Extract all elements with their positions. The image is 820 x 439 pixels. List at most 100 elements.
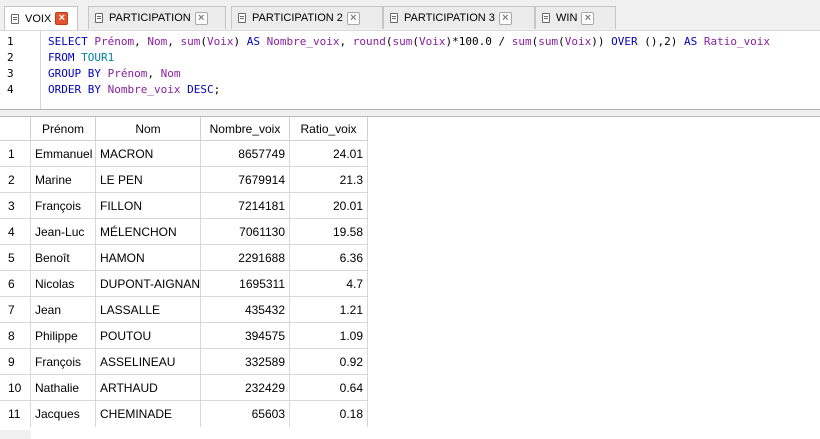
table-row[interactable]: 2 Marine LE PEN 7679914 21.3 [0,167,368,193]
table-row[interactable]: 3 François FILLON 7214181 20.01 [0,193,368,219]
cell-nombre-voix[interactable]: 7061130 [201,219,290,245]
cell-ratio-voix[interactable]: 0.18 [290,401,368,427]
row-number-cell[interactable]: 2 [0,167,31,193]
cell-prenom[interactable]: Marine [31,167,96,193]
cell-nombre-voix[interactable]: 65603 [201,401,290,427]
code-token: ORDER BY [48,83,101,96]
column-header-nom[interactable]: Nom [96,117,201,141]
table-row[interactable]: 7 Jean LASSALLE 435432 1.21 [0,297,368,323]
cell-ratio-voix[interactable]: 0.92 [290,349,368,375]
cell-prenom[interactable]: Nicolas [31,271,96,297]
cell-prenom[interactable]: Jean-Luc [31,219,96,245]
row-number-cell[interactable]: 10 [0,375,31,401]
cell-ratio-voix[interactable]: 1.21 [290,297,368,323]
code-line[interactable]: SELECT Prénom, Nom, sum(Voix) AS Nombre_… [48,35,770,48]
cell-nombre-voix[interactable]: 435432 [201,297,290,323]
cell-nombre-voix[interactable]: 1695311 [201,271,290,297]
pane-splitter[interactable] [0,110,820,117]
cell-nombre-voix[interactable]: 8657749 [201,141,290,167]
cell-prenom[interactable]: Benoît [31,245,96,271]
table-row[interactable]: 8 Philippe POUTOU 394575 1.09 [0,323,368,349]
code-token: (),2) [637,35,684,48]
cell-ratio-voix[interactable]: 19.58 [290,219,368,245]
cell-ratio-voix[interactable]: 21.3 [290,167,368,193]
cell-prenom[interactable]: Jean [31,297,96,323]
column-header-ratio-voix[interactable]: Ratio_voix [290,117,368,141]
cell-ratio-voix[interactable]: 6.36 [290,245,368,271]
row-number-cell[interactable]: 6 [0,271,31,297]
line-number: 2 [7,51,14,64]
cell-nom[interactable]: HAMON [96,245,201,271]
column-header-prenom[interactable]: Prénom [31,117,96,141]
cell-prenom[interactable]: François [31,349,96,375]
table-row[interactable]: 9 François ASSELINEAU 332589 0.92 [0,349,368,375]
cell-ratio-voix[interactable]: 0.64 [290,375,368,401]
cell-prenom[interactable]: Philippe [31,323,96,349]
cell-nom[interactable]: LE PEN [96,167,201,193]
tab-participation[interactable]: PARTICIPATION × [88,6,226,29]
cell-ratio-voix[interactable]: 4.7 [290,271,368,297]
row-number-cell[interactable]: 11 [0,401,31,427]
close-icon[interactable]: × [498,11,512,25]
cell-nom[interactable]: POUTOU [96,323,201,349]
code-token: )*100.0 / [445,35,512,48]
table-row[interactable]: 4 Jean-Luc MÉLENCHON 7061130 19.58 [0,219,368,245]
cell-nom[interactable]: MACRON [96,141,201,167]
cell-prenom[interactable]: Emmanuel [31,141,96,167]
cell-nombre-voix[interactable]: 394575 [201,323,290,349]
cell-ratio-voix[interactable]: 20.01 [290,193,368,219]
row-number-cell[interactable]: 1 [0,141,31,167]
close-icon[interactable]: × [581,11,595,25]
cell-prenom[interactable]: Nathalie [31,375,96,401]
code-token: , [339,35,353,48]
sql-document-icon [11,13,19,24]
sql-editor[interactable]: 1 2 3 4 SELECT Prénom, Nom, sum(Voix) AS… [0,31,820,110]
close-icon[interactable]: × [346,11,360,25]
cell-nom[interactable]: DUPONT-AIGNAN [96,271,201,297]
results-grid[interactable]: Prénom Nom Nombre_voix Ratio_voix 1 Emman… [0,117,820,439]
table-row[interactable]: 10 Nathalie ARTHAUD 232429 0.64 [0,375,368,401]
code-line[interactable]: FROM TOUR1 [48,51,114,64]
row-number-cell[interactable]: 8 [0,323,31,349]
tab-voix[interactable]: VOIX × [4,6,78,30]
tab-win[interactable]: WIN × [535,6,616,29]
table-row[interactable]: 5 Benoît HAMON 2291688 6.36 [0,245,368,271]
code-token: AS [246,35,260,48]
tab-label: PARTICIPATION 3 [404,12,495,24]
code-token: Nombre_voix [107,83,181,96]
code-token [101,83,108,96]
cell-nombre-voix[interactable]: 7214181 [201,193,290,219]
row-number-cell[interactable]: 5 [0,245,31,271]
cell-nombre-voix[interactable]: 232429 [201,375,290,401]
row-number-cell[interactable]: 9 [0,349,31,375]
row-number-cell[interactable]: 4 [0,219,31,245]
row-number-cell[interactable]: 7 [0,297,31,323]
table-row[interactable]: 11 Jacques CHEMINADE 65603 0.18 [0,401,368,427]
table-row[interactable]: 1 Emmanuel MACRON 8657749 24.01 [0,141,368,167]
cell-nom[interactable]: LASSALLE [96,297,201,323]
code-token: round [352,35,386,48]
code-line[interactable]: ORDER BY Nombre_voix DESC; [48,83,220,96]
close-icon[interactable]: × [55,12,69,25]
row-number-cell[interactable]: 3 [0,193,31,219]
cell-nom[interactable]: FILLON [96,193,201,219]
cell-nom[interactable]: MÉLENCHON [96,219,201,245]
cell-ratio-voix[interactable]: 1.09 [290,323,368,349]
cell-nom[interactable]: ARTHAUD [96,375,201,401]
tab-participation-3[interactable]: PARTICIPATION 3 × [383,6,535,29]
cell-nom[interactable]: CHEMINADE [96,401,201,427]
cell-prenom[interactable]: Jacques [31,401,96,427]
cell-prenom[interactable]: François [31,193,96,219]
cell-nombre-voix[interactable]: 2291688 [201,245,290,271]
cell-nom[interactable]: ASSELINEAU [96,349,201,375]
cell-nombre-voix[interactable]: 7679914 [201,167,290,193]
cell-nombre-voix[interactable]: 332589 [201,349,290,375]
cell-ratio-voix[interactable]: 24.01 [290,141,368,167]
table-row[interactable]: 6 Nicolas DUPONT-AIGNAN 1695311 4.7 [0,271,368,297]
tab-participation-2[interactable]: PARTICIPATION 2 × [231,6,383,29]
code-token: SELECT [48,35,88,48]
close-icon[interactable]: × [194,11,208,25]
tab-label: WIN [556,12,578,24]
code-line[interactable]: GROUP BY Prénom, Nom [48,67,180,80]
column-header-nombre-voix[interactable]: Nombre_voix [201,117,290,141]
